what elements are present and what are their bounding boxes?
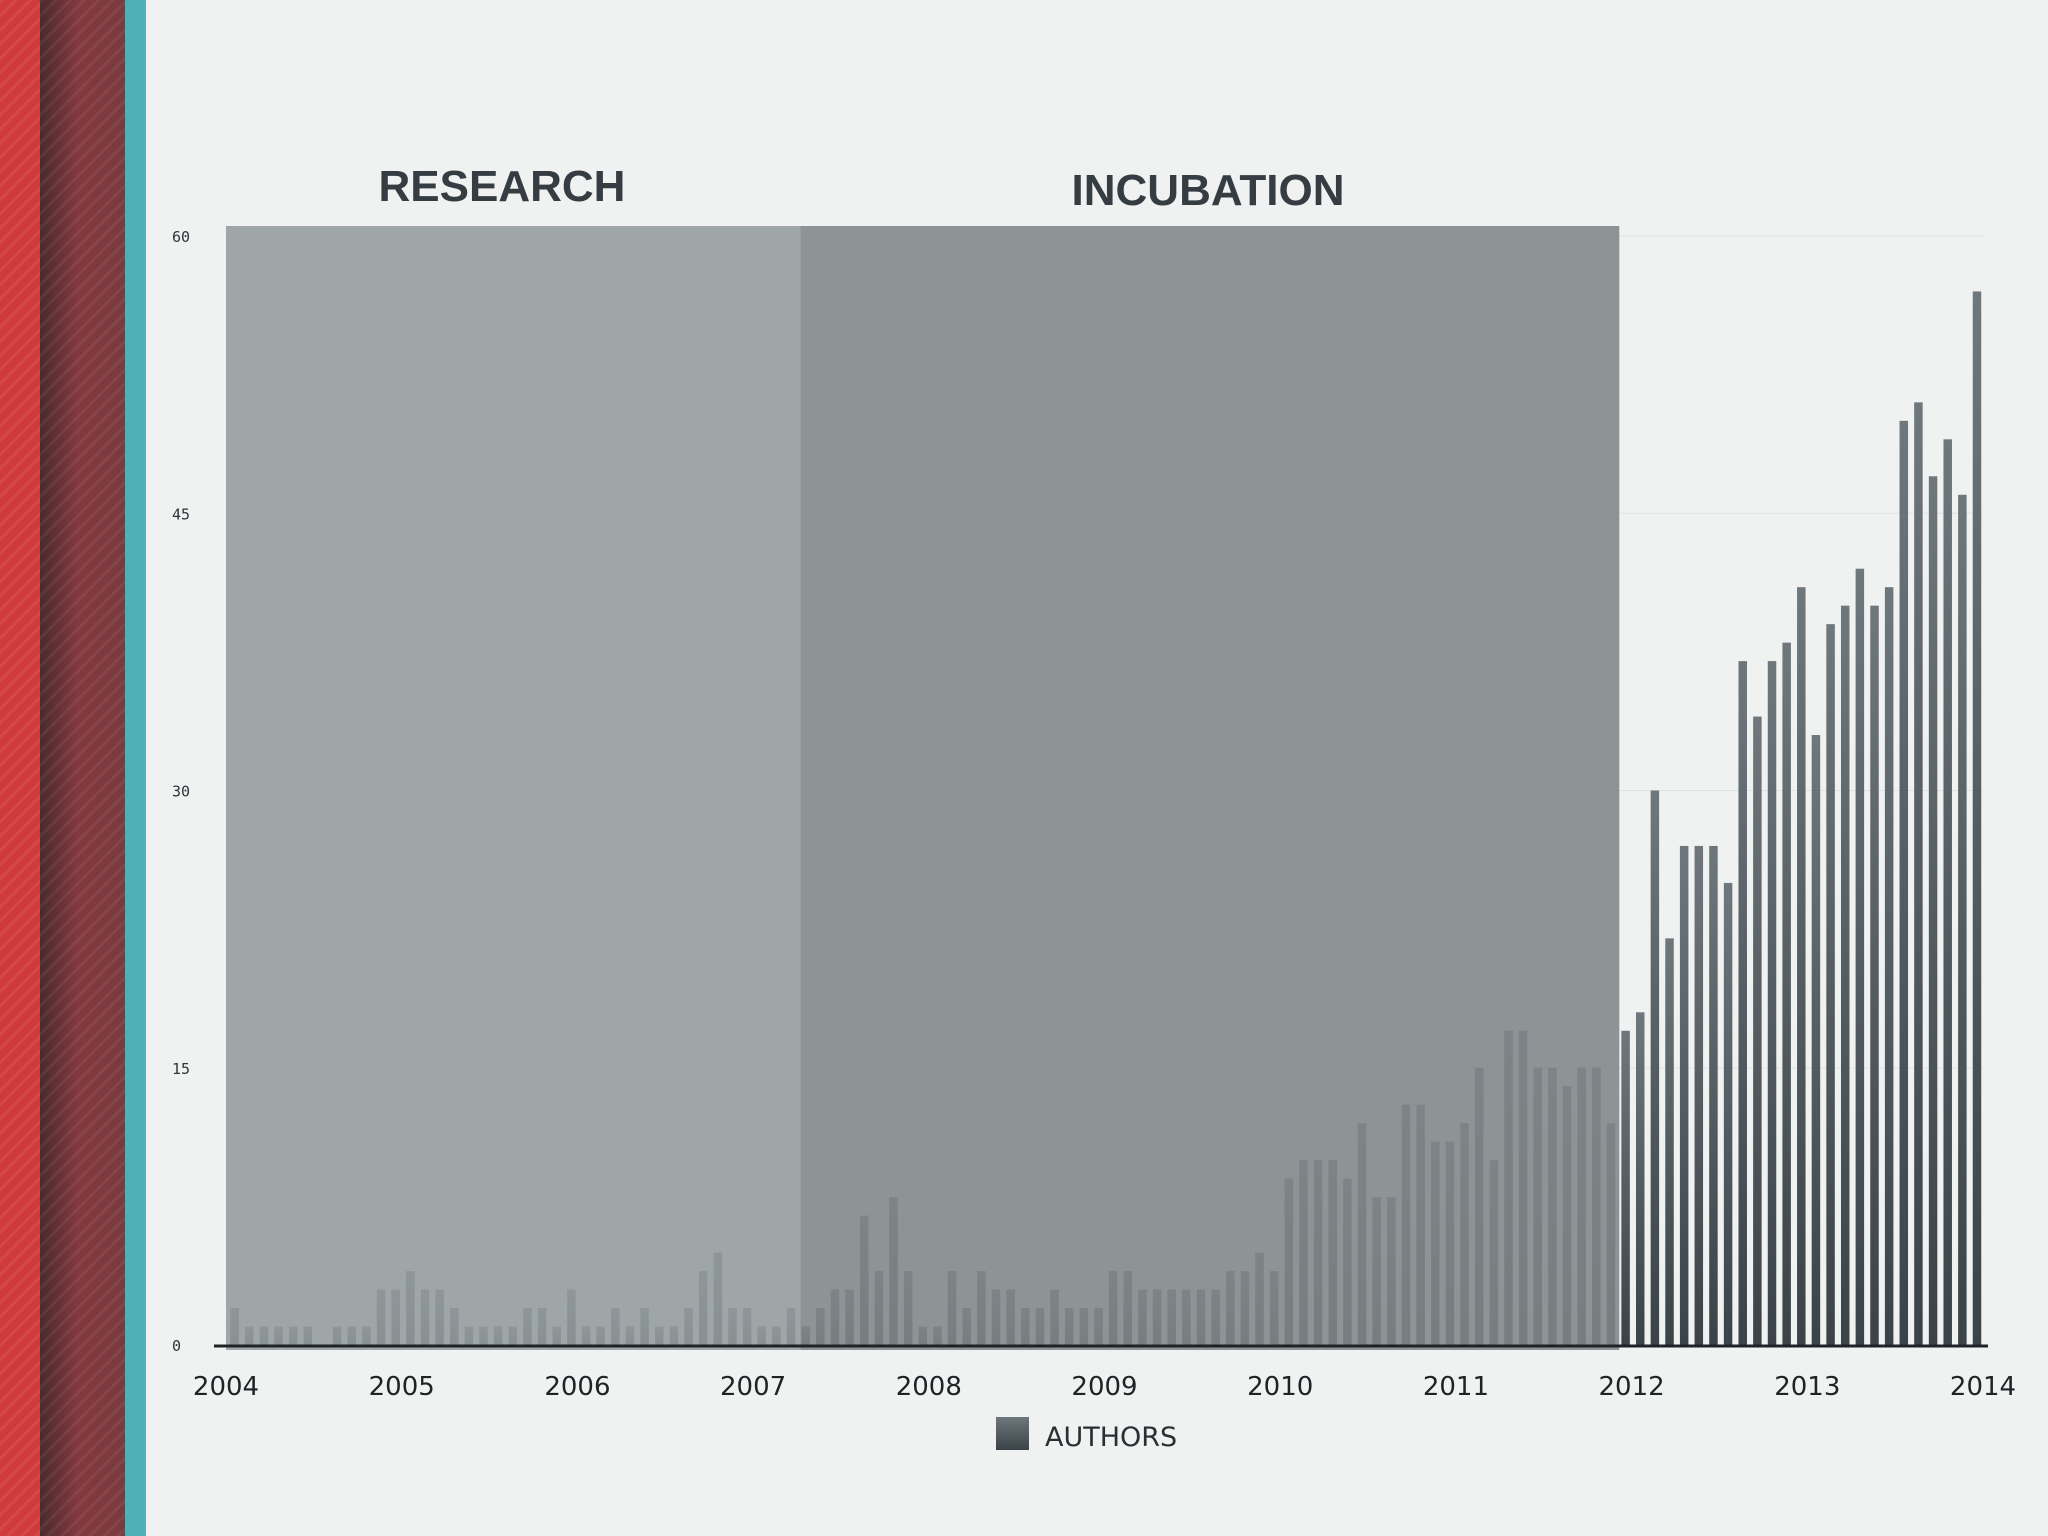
bar [1972, 291, 1982, 1346]
bar [1958, 494, 1967, 1345]
x-tick-label-2007: 2007 [720, 1372, 786, 1402]
bar [1943, 439, 1952, 1345]
bar [1753, 716, 1762, 1345]
bar [1767, 661, 1777, 1345]
x-tick-label-2008: 2008 [896, 1372, 962, 1402]
bar [1679, 845, 1689, 1345]
phase-bands [226, 226, 1620, 1350]
legend-label: AUTHORS [1045, 1422, 1177, 1453]
x-tick-label-2011: 2011 [1423, 1372, 1489, 1402]
y-tick-label-45: 45 [172, 505, 190, 523]
bar [1723, 882, 1733, 1345]
maroon-stripe-decoration [40, 0, 125, 1536]
x-tick-label-2009: 2009 [1071, 1372, 1137, 1402]
x-tick-label-2013: 2013 [1774, 1372, 1840, 1402]
bar [1650, 790, 1660, 1345]
phase-band-research [226, 226, 801, 1350]
x-tick-label-2010: 2010 [1247, 1372, 1313, 1402]
x-tick-label-2012: 2012 [1599, 1372, 1665, 1402]
x-tick-label-2005: 2005 [369, 1372, 435, 1402]
bar [1738, 661, 1747, 1345]
bar [1826, 624, 1835, 1345]
bar [1914, 402, 1923, 1346]
bar [1709, 845, 1718, 1345]
bar [1635, 1012, 1645, 1345]
bar [1797, 587, 1806, 1345]
bar [1665, 938, 1674, 1345]
bar [1884, 587, 1894, 1345]
x-tick-label-2014: 2014 [1950, 1372, 2016, 1402]
phase-label-research: RESEARCH [379, 162, 626, 211]
x-tick-label-2004: 2004 [193, 1372, 259, 1402]
y-tick-label-0: 0 [172, 1337, 181, 1355]
bar [1928, 476, 1938, 1345]
bar [1621, 1030, 1630, 1345]
teal-stripe-decoration [125, 0, 146, 1536]
bar [1694, 845, 1704, 1345]
bar [1811, 735, 1821, 1345]
red-stripe-decoration [0, 0, 40, 1536]
legend-swatch [996, 1417, 1029, 1450]
axes: 0 15 30 45 60 2004 2005 2006 2007 2008 2009 2010 201… [172, 228, 2016, 1402]
bar [1782, 642, 1791, 1345]
phase-band-incubation [800, 226, 1620, 1350]
y-tick-label-30: 30 [172, 783, 190, 801]
y-tick-label-60: 60 [172, 228, 190, 246]
bar [1840, 605, 1850, 1345]
bar [1870, 605, 1879, 1345]
x-tick-label-2006: 2006 [544, 1372, 610, 1402]
y-tick-label-15: 15 [172, 1060, 190, 1078]
bar [1855, 568, 1865, 1345]
legend: AUTHORS [996, 1417, 1177, 1453]
phase-label-incubation: INCUBATION [1072, 166, 1345, 215]
bar [1899, 420, 1909, 1346]
